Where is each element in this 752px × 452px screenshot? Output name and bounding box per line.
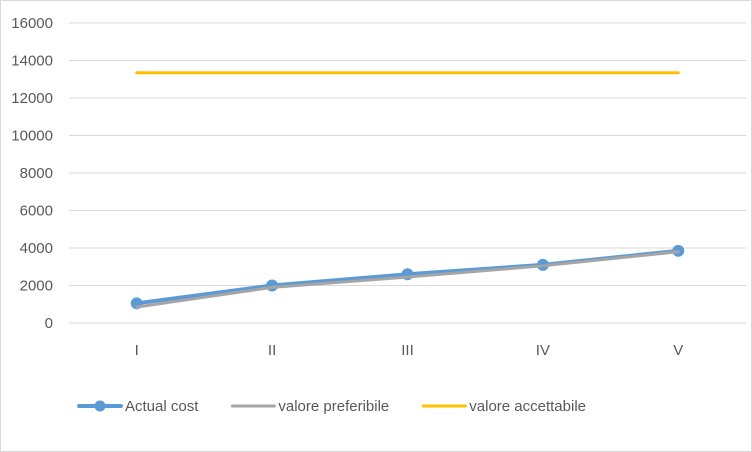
legend-item: valore accettabile — [421, 398, 586, 415]
series-line — [135, 250, 680, 309]
y-tick-label: 12000 — [11, 90, 53, 107]
y-tick-label: 8000 — [20, 165, 53, 182]
legend: Actual cost valore preferibile valore acce… — [77, 398, 586, 415]
y-tick-label: 4000 — [20, 240, 53, 257]
legend-item: Actual cost — [77, 398, 199, 415]
gridlines — [69, 22, 746, 324]
y-tick-label: 14000 — [11, 53, 53, 70]
x-axis-ticks: I II III IV V — [135, 342, 684, 359]
y-tick-label: 2000 — [20, 278, 53, 295]
legend-marker — [94, 400, 106, 412]
x-tick-label: V — [673, 342, 683, 359]
y-tick-label: 16000 — [11, 15, 53, 32]
x-tick-label: I — [135, 342, 139, 359]
y-axis-ticks: 0 2000 4000 6000 8000 10000 12000 14000 16000 — [11, 15, 53, 332]
y-tick-label: 10000 — [11, 128, 53, 145]
x-tick-label: II — [268, 342, 276, 359]
x-tick-label: III — [401, 342, 414, 359]
y-tick-label: 0 — [45, 315, 53, 332]
y-tick-label: 6000 — [20, 203, 53, 220]
legend-label: Actual cost — [125, 398, 199, 415]
legend-label: valore accettabile — [469, 398, 586, 415]
legend-label: valore preferibile — [278, 398, 389, 415]
series-lines — [130, 71, 685, 310]
x-tick-label: IV — [536, 342, 550, 359]
legend-item: valore preferibile — [230, 398, 389, 415]
